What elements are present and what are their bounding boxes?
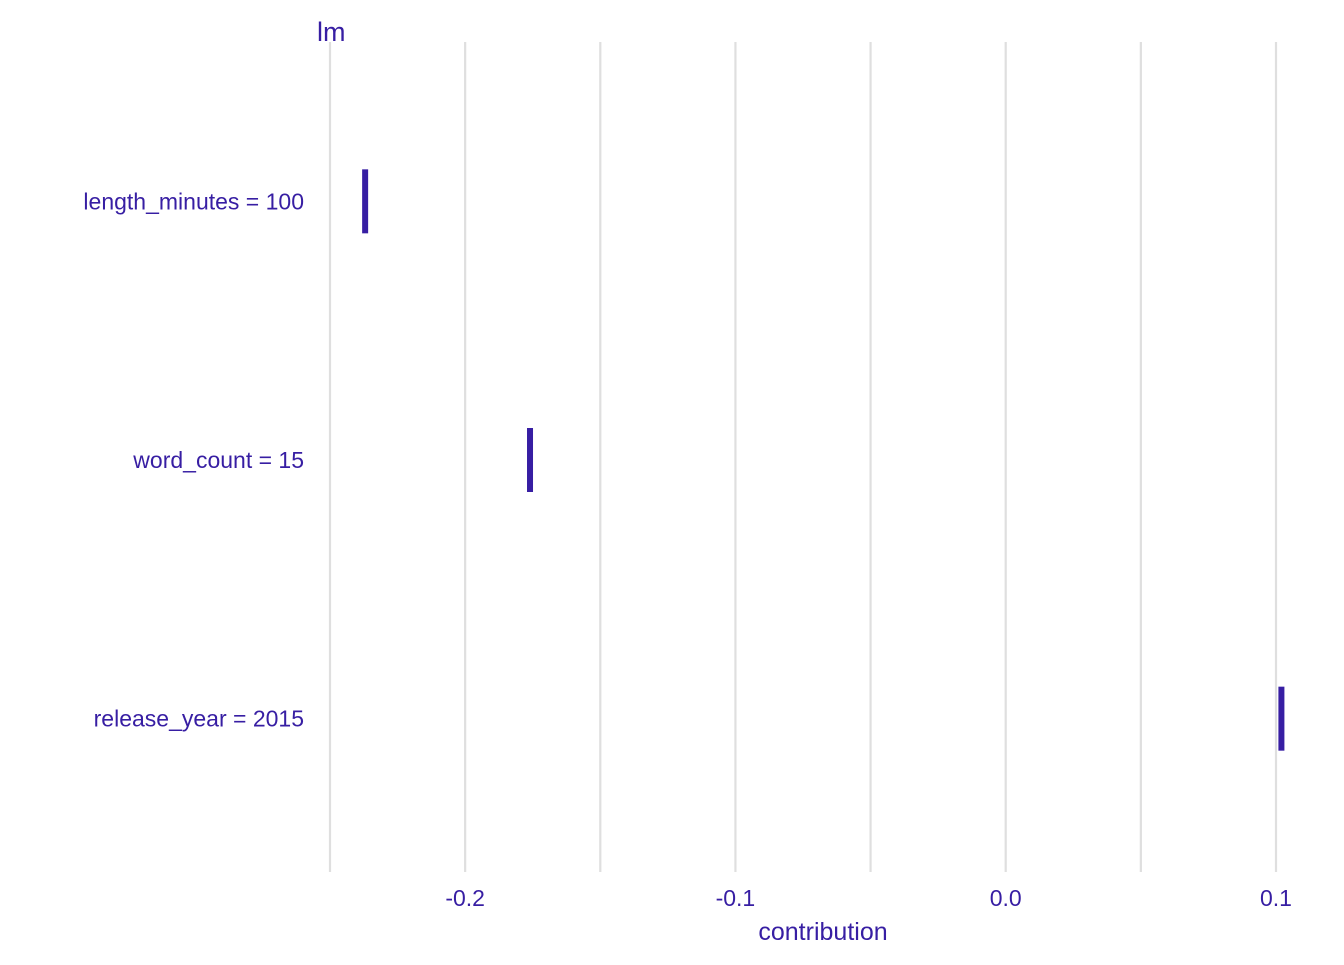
contribution-bar (527, 428, 534, 492)
contribution-bar (1278, 686, 1285, 751)
x-tick-label: 0.0 (990, 885, 1022, 911)
labels: -0.2 -0.1 0.0 0.1 length_minutes = 100 word_c… (83, 188, 1292, 911)
gridlines (328, 42, 1278, 872)
y-category-label: length_minutes = 100 (83, 188, 304, 214)
x-tick-label: 0.1 (1260, 885, 1292, 911)
x-axis-label: contribution (758, 918, 887, 946)
x-tick-label: -0.1 (716, 885, 756, 911)
x-tick-label: -0.2 (445, 885, 485, 911)
chart-title: lm (317, 17, 346, 47)
y-category-label: word_count = 15 (132, 447, 304, 473)
bars (362, 169, 1285, 751)
contribution-bar (362, 169, 369, 234)
y-category-label: release_year = 2015 (94, 706, 304, 732)
